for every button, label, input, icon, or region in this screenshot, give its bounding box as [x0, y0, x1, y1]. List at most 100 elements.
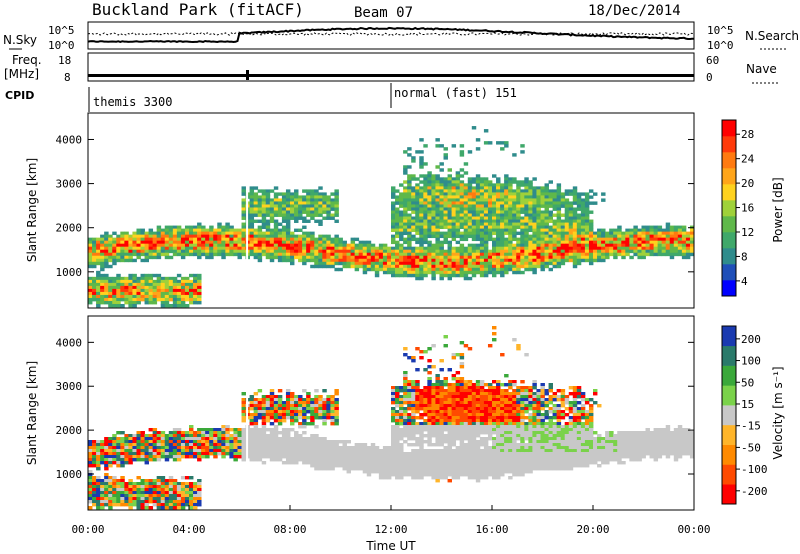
heatmap-cell [281, 419, 287, 423]
heatmap-cell [475, 147, 481, 151]
heatmap-cell [229, 234, 234, 239]
heatmap-cell [395, 195, 400, 199]
heatmap-cell [100, 455, 105, 459]
heatmap-cell [156, 231, 162, 236]
heatmap-cell [508, 246, 513, 251]
heatmap-cell [500, 273, 505, 278]
heatmap-cell [302, 252, 307, 257]
heatmap-cell [164, 240, 170, 245]
heatmap-cell [306, 407, 311, 411]
heatmap-cell [419, 476, 424, 480]
heatmap-cell [475, 249, 481, 254]
heatmap-cell [382, 261, 388, 266]
heatmap-cell [306, 416, 311, 420]
heatmap-cell [471, 243, 477, 248]
heatmap-cell [633, 252, 638, 257]
heatmap-cell [265, 455, 271, 459]
heatmap-cell [330, 446, 335, 450]
heatmap-cell [249, 398, 255, 402]
heatmap-cell [269, 455, 275, 459]
heatmap-cell [265, 210, 271, 214]
heatmap-cell [92, 503, 97, 507]
heatmap-cell [560, 246, 566, 251]
heatmap-cell [322, 264, 327, 269]
heatmap-cell [435, 252, 440, 257]
heatmap-cell [580, 258, 586, 263]
heatmap-cell [172, 291, 178, 296]
heatmap-cell [439, 231, 444, 236]
heatmap-cell [108, 497, 113, 501]
heatmap-cell [213, 428, 218, 432]
heatmap-cell [471, 273, 477, 278]
heatmap-cell [625, 246, 630, 251]
heatmap-cell [597, 231, 602, 236]
heatmap-cell [455, 234, 461, 239]
heatmap-cell [257, 449, 263, 453]
heatmap-cell [378, 261, 384, 266]
heatmap-cell [588, 240, 594, 245]
heatmap-cell [415, 425, 420, 429]
heatmap-cell [459, 267, 465, 272]
heatmap-cell [140, 279, 145, 284]
heatmap-cell [330, 258, 335, 263]
heatmap-cell [419, 350, 424, 354]
heatmap-cell [140, 491, 145, 495]
heatmap-cell [310, 201, 315, 205]
heatmap-cell [435, 476, 440, 480]
heatmap-cell [459, 150, 465, 154]
heatmap-cell [237, 249, 242, 254]
heatmap-cell [467, 177, 473, 181]
heatmap-cell [334, 246, 339, 251]
heatmap-cell [492, 273, 497, 278]
heatmap-cell [439, 273, 444, 278]
heatmap-cell [273, 252, 279, 257]
heatmap-cell [512, 219, 517, 223]
heatmap-cell [189, 225, 194, 229]
heatmap-cell [298, 446, 303, 450]
heatmap-cell [403, 255, 408, 260]
heatmap-cell [184, 476, 190, 480]
heatmap-cell [96, 261, 101, 266]
heatmap-cell [609, 243, 614, 248]
heatmap-cell [302, 446, 307, 450]
heatmap-cell [152, 300, 158, 305]
heatmap-cell [128, 497, 133, 501]
heatmap-cell [520, 150, 525, 154]
heatmap-cell [415, 183, 420, 187]
heatmap-cell [431, 204, 436, 208]
heatmap-cell [556, 237, 562, 242]
heatmap-cell [306, 404, 311, 408]
heatmap-cell [504, 228, 509, 233]
heatmap-cell [310, 252, 315, 257]
heatmap-cell [96, 285, 101, 290]
heatmap-cell [164, 303, 170, 308]
heatmap-cell [479, 267, 485, 272]
heatmap-cell [492, 210, 497, 214]
heatmap-cell [378, 467, 384, 471]
heatmap-cell [205, 443, 210, 447]
heatmap-cell [423, 198, 428, 202]
heatmap-cell [431, 231, 436, 236]
heatmap-cell [411, 195, 416, 199]
heatmap-cell [100, 273, 105, 278]
heatmap-cell [399, 228, 404, 233]
heatmap-cell [601, 255, 606, 260]
heatmap-cell [439, 425, 444, 429]
heatmap-cell [411, 210, 416, 214]
heatmap-cell [374, 470, 380, 474]
heatmap-cell [318, 443, 323, 447]
heatmap-cell [455, 222, 461, 226]
heatmap-cell [277, 389, 283, 393]
heatmap-cell [407, 380, 412, 384]
heatmap-cell [265, 237, 271, 242]
heatmap-cell [455, 470, 461, 474]
heatmap-cell [172, 500, 178, 504]
heatmap-cell [132, 273, 137, 278]
heatmap-cell [148, 506, 154, 510]
heatmap-cell [294, 449, 299, 453]
heatmap-cell [403, 353, 408, 357]
heatmap-cell [609, 252, 614, 257]
heatmap-cell [221, 246, 226, 251]
heatmap-cell [112, 434, 117, 438]
heatmap-cell [403, 192, 408, 196]
